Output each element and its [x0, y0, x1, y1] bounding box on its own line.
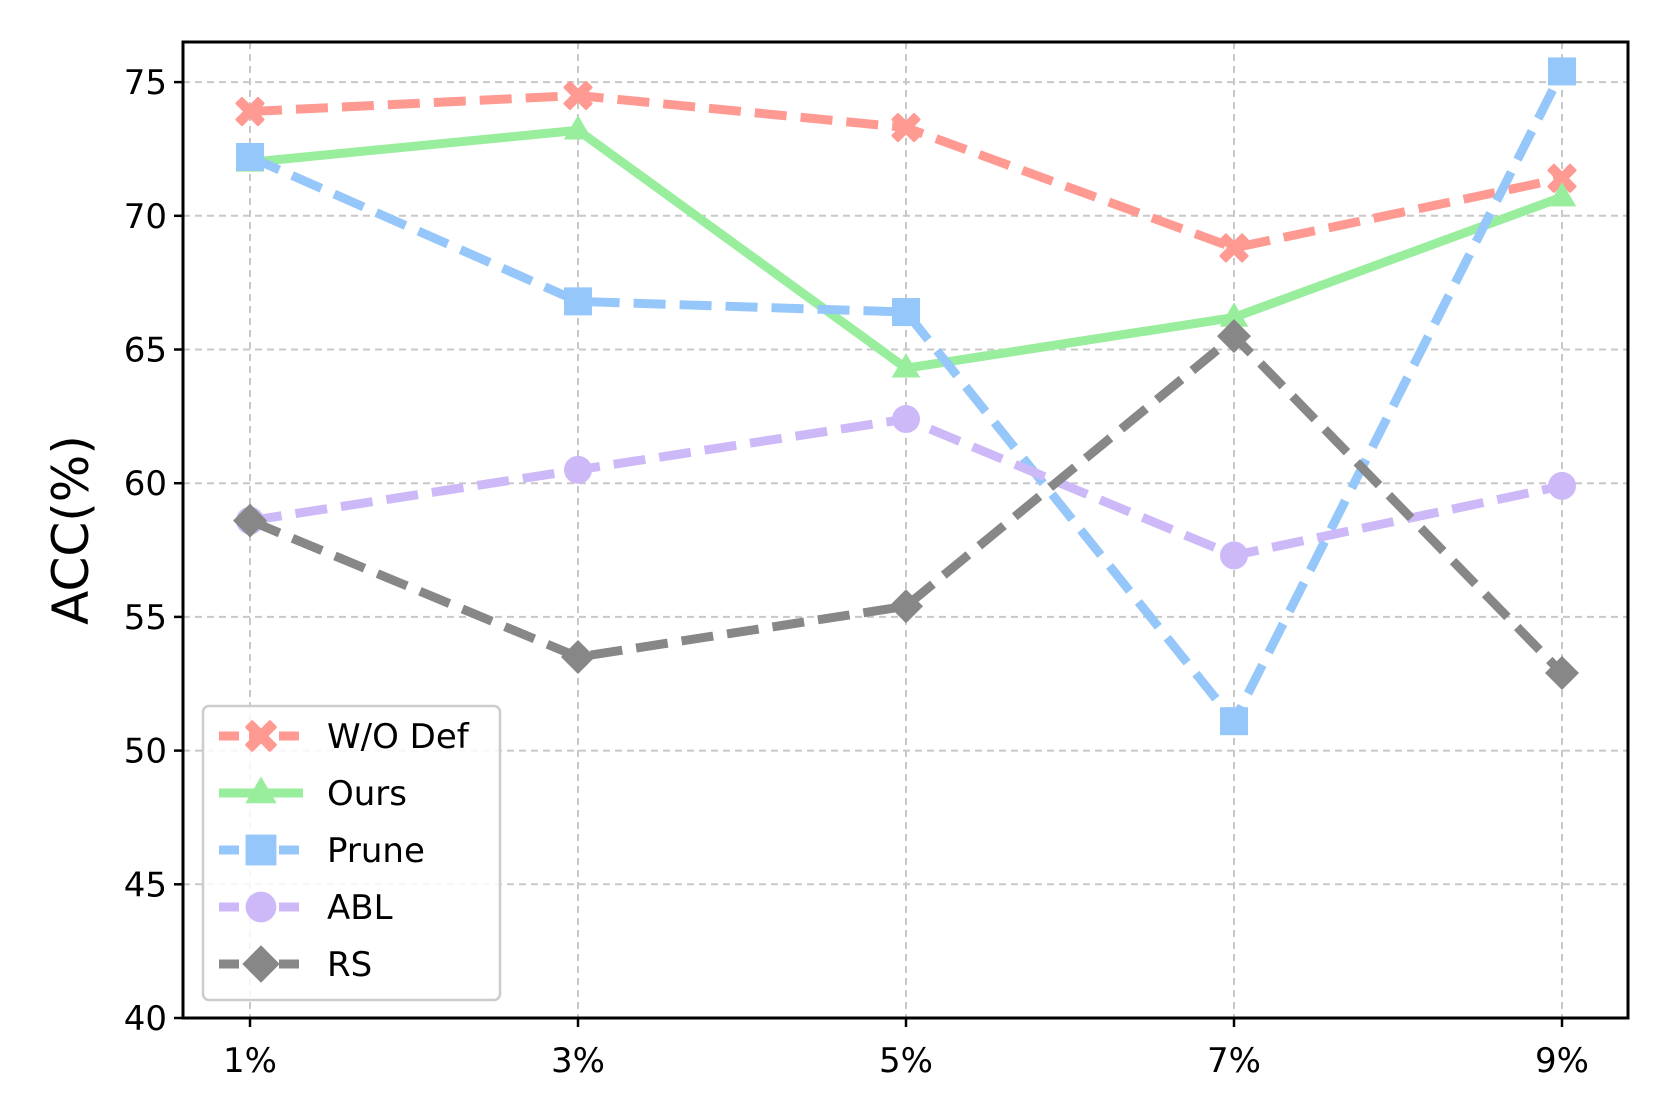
data-point-rs: [889, 589, 923, 624]
data-point-ours: [1547, 182, 1577, 207]
y-axis-title: ACC(%): [42, 435, 100, 625]
data-point-ours: [1219, 302, 1249, 327]
data-point-prune: [1220, 707, 1248, 736]
data-point-abl: [1220, 541, 1248, 570]
data-point-w-o-def: [235, 97, 265, 127]
legend-label-w-o-def: W/O Def: [327, 717, 470, 757]
legend-box: [201, 704, 502, 1002]
data-point-abl: [564, 455, 592, 484]
legend-marker-rs: [242, 945, 280, 983]
x-tick-label: 9%: [1535, 1041, 1589, 1081]
x-tick-label: 5%: [879, 1041, 933, 1081]
legend-label-ours: Ours: [327, 774, 407, 814]
legend-marker-prune: [245, 834, 277, 866]
y-tick-label: 45: [124, 865, 167, 905]
data-point-rs: [1217, 319, 1251, 354]
y-tick-label: 70: [124, 197, 167, 237]
y-tick-label: 40: [124, 999, 167, 1039]
data-point-w-o-def: [563, 80, 593, 110]
series-w-o-def: [235, 80, 1577, 263]
x-tick-label: 3%: [551, 1041, 605, 1081]
x-tick-label: 7%: [1207, 1041, 1261, 1081]
legend: W/O Def Ours Prune ABL RS: [201, 704, 502, 1002]
data-point-rs: [1545, 656, 1579, 691]
legend-marker-w-o-def: [245, 720, 277, 752]
y-tick-label: 55: [124, 598, 167, 638]
y-tick-label: 65: [124, 331, 167, 371]
series-layer: [233, 57, 1579, 736]
data-point-prune: [236, 142, 264, 171]
y-tick-label: 60: [124, 464, 167, 504]
data-point-w-o-def: [891, 113, 921, 143]
data-point-ours: [891, 353, 921, 378]
y-tick-label: 50: [124, 732, 167, 772]
legend-marker-abl: [245, 891, 277, 923]
data-point-prune: [892, 298, 920, 327]
series-line-rs: [248, 331, 1566, 677]
data-point-rs: [561, 640, 595, 675]
series-rs: [233, 319, 1579, 691]
data-point-prune: [564, 287, 592, 316]
series-line-prune: [248, 69, 1567, 726]
data-point-prune: [1548, 57, 1576, 86]
legend-label-prune: Prune: [327, 831, 425, 871]
data-point-ours: [563, 115, 593, 140]
series-prune: [236, 57, 1576, 736]
y-tick-label: 75: [124, 63, 167, 103]
legend-label-abl: ABL: [327, 888, 393, 928]
data-point-abl: [1548, 471, 1576, 500]
data-point-abl: [892, 405, 920, 434]
legend-marker-ours: [245, 776, 277, 804]
data-point-w-o-def: [1219, 233, 1249, 263]
data-point-rs: [233, 503, 267, 538]
tick-layer: 1% 3% 5% 7% 9% 40 45 50 55 60 65 70 75: [124, 63, 1589, 1081]
x-tick-label: 1%: [223, 1041, 277, 1081]
legend-label-rs: RS: [327, 945, 372, 985]
